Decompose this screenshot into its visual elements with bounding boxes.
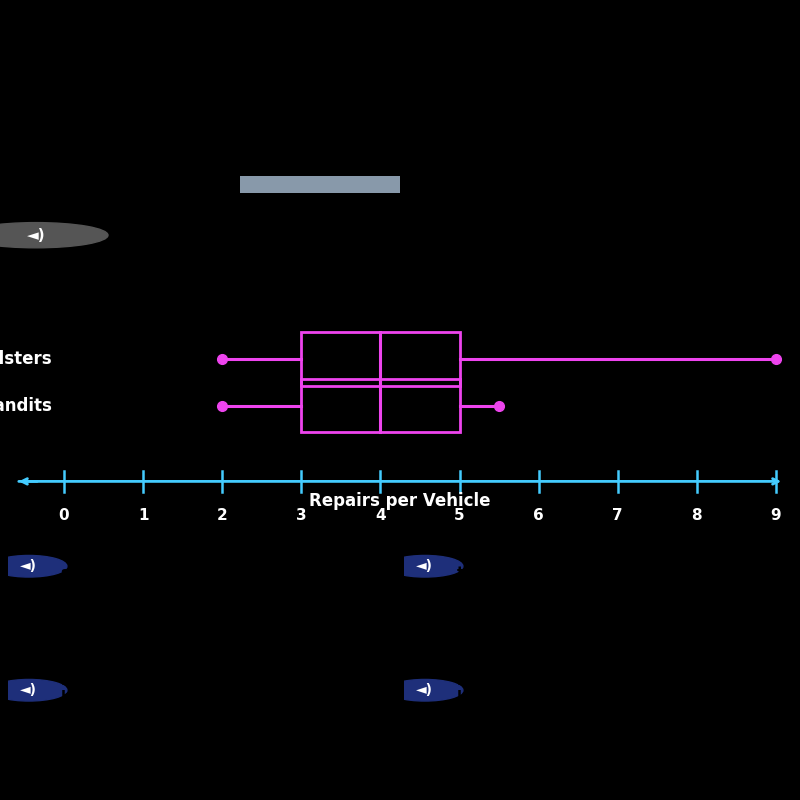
Text: ◄): ◄) (26, 228, 46, 242)
FancyBboxPatch shape (240, 176, 400, 194)
Bar (302, 379, 459, 433)
Text: The medians and the means are the
same for both car types.: The medians and the means are the same f… (61, 549, 360, 582)
Text: 5: 5 (454, 508, 465, 523)
Circle shape (0, 222, 108, 248)
Text: Bandits have a lower median and a
lower mean than Roadsters.: Bandits have a lower median and a lower … (458, 673, 748, 706)
Text: Compare the car types using the median and the mean.: Compare the car types using the median a… (80, 260, 627, 278)
Text: ◄): ◄) (21, 559, 38, 574)
Text: The median is the same for both car
types, but Bandits have the lower
mean.: The median is the same for both car type… (458, 549, 758, 598)
Text: ◄): ◄) (416, 683, 434, 698)
Text: 9: 9 (770, 508, 782, 523)
Text: Roadsters have the lower median,
but the mean is the same for both car
types.: Roadsters have the lower median, but the… (61, 673, 376, 722)
Bar (302, 333, 459, 386)
Text: ◄): ◄) (416, 559, 434, 574)
Circle shape (0, 679, 67, 701)
Text: Bandits: Bandits (0, 397, 52, 415)
Text: ◄): ◄) (21, 683, 38, 698)
Text: 6: 6 (534, 508, 544, 523)
Text: 0: 0 (58, 508, 70, 523)
Text: 3: 3 (296, 508, 306, 523)
Text: Repairs per Vehicle: Repairs per Vehicle (310, 492, 490, 510)
Text: 2: 2 (217, 508, 227, 523)
Text: 4: 4 (375, 508, 386, 523)
Text: 1: 1 (138, 508, 148, 523)
Text: 8: 8 (691, 508, 702, 523)
Text: The diagram shows the repairs performed on 2 types of cars.: The diagram shows the repairs performed … (80, 198, 682, 216)
Text: 7: 7 (613, 508, 623, 523)
Circle shape (387, 555, 463, 577)
Text: Roadsters: Roadsters (0, 350, 52, 368)
Circle shape (0, 555, 67, 577)
Circle shape (387, 679, 463, 701)
